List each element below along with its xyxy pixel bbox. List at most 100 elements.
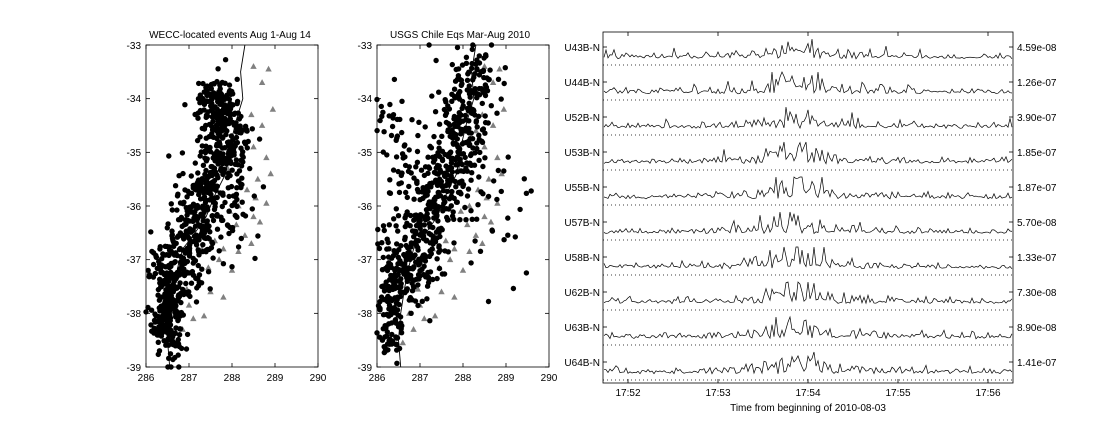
- event-dot: [157, 319, 163, 325]
- station-triangle: [431, 312, 439, 319]
- event-dot: [240, 149, 246, 155]
- station-triangle: [250, 213, 257, 220]
- event-dot: [442, 170, 448, 176]
- event-dot: [459, 98, 466, 105]
- event-dot: [214, 226, 221, 232]
- event-dot: [417, 268, 423, 274]
- event-dot: [214, 194, 220, 201]
- x-tick-label: 17:54: [795, 388, 820, 399]
- event-dot: [454, 199, 460, 205]
- event-dot: [487, 67, 493, 73]
- event-dot: [505, 154, 511, 160]
- event-dot: [485, 193, 492, 200]
- event-dot: [173, 314, 179, 320]
- event-dot: [398, 330, 405, 336]
- event-dot: [377, 117, 383, 124]
- event-dot: [169, 233, 175, 239]
- event-dot: [475, 202, 481, 208]
- event-dot: [457, 217, 463, 223]
- event-dot: [401, 251, 407, 258]
- event-dot: [174, 207, 180, 213]
- x-axis: 286 287 288 289 290: [369, 373, 558, 384]
- event-dot: [476, 132, 482, 138]
- event-dot: [164, 287, 170, 293]
- event-dot: [449, 98, 455, 105]
- station-triangle: [489, 122, 497, 128]
- event-dot: [207, 286, 213, 292]
- event-dot: [178, 345, 185, 352]
- event-dot: [216, 126, 222, 133]
- event-dot: [390, 167, 397, 173]
- event-dot: [468, 151, 475, 157]
- event-dot: [204, 113, 211, 119]
- event-dot: [192, 111, 198, 118]
- event-dot: [203, 143, 209, 149]
- event-dot: [451, 116, 457, 122]
- event-dot: [234, 100, 240, 107]
- event-dot: [448, 174, 454, 181]
- event-dot: [242, 123, 249, 129]
- event-dot: [407, 212, 414, 219]
- event-dot: [172, 183, 179, 189]
- event-dot: [172, 343, 179, 349]
- seismogram-trace: [603, 315, 1013, 340]
- event-dot: [382, 334, 388, 340]
- map-panel-wecc: WECC-located events Aug 1-Aug 14 286 287…: [127, 30, 327, 384]
- event-dot: [182, 102, 188, 108]
- event-dot: [432, 239, 439, 245]
- event-dot: [414, 148, 421, 155]
- event-dot: [425, 164, 432, 170]
- tick-marks: [376, 44, 550, 368]
- event-dot: [387, 177, 393, 183]
- event-dot: [474, 95, 480, 101]
- y-tick-label: -39: [358, 363, 373, 374]
- amplitude-scale-label: 1.87e-07: [1017, 183, 1057, 194]
- event-dot: [200, 80, 206, 87]
- seismogram-trace: [603, 351, 1013, 375]
- event-dot: [378, 103, 384, 110]
- station-triangle: [215, 256, 223, 263]
- event-dot: [457, 76, 463, 83]
- event-dot: [382, 348, 388, 355]
- event-dot: [463, 54, 470, 60]
- event-dot: [433, 170, 439, 177]
- station-triangle: [258, 79, 266, 85]
- event-dot: [240, 211, 246, 217]
- event-dot: [417, 273, 423, 279]
- event-dot: [424, 296, 430, 302]
- station-label: U63B-N: [564, 323, 600, 334]
- event-dot: [172, 306, 178, 312]
- event-dot: [458, 129, 465, 135]
- event-dot: [175, 336, 181, 343]
- event-dot: [392, 271, 398, 278]
- event-dot: [425, 188, 431, 194]
- station-triangle: [250, 63, 257, 69]
- event-dot: [447, 129, 453, 135]
- x-tick-label: 288: [224, 373, 241, 384]
- event-dot: [202, 199, 209, 206]
- event-dot: [462, 112, 469, 119]
- event-dot: [170, 356, 176, 363]
- event-dot: [226, 139, 232, 145]
- event-dot: [161, 315, 168, 321]
- event-dot: [456, 120, 462, 126]
- station-label: U62B-N: [564, 288, 600, 299]
- event-dot: [420, 195, 426, 201]
- event-dot: [378, 294, 385, 300]
- event-dot: [449, 61, 455, 68]
- event-dot: [439, 133, 445, 139]
- event-dot: [426, 199, 432, 205]
- event-dot: [381, 129, 387, 135]
- event-dot: [476, 174, 482, 180]
- event-dot: [168, 248, 174, 254]
- event-dot: [222, 57, 229, 63]
- event-dot: [211, 206, 218, 213]
- event-dot: [229, 167, 235, 173]
- event-dot: [463, 125, 469, 131]
- event-dot: [169, 299, 176, 305]
- event-dot: [206, 121, 213, 128]
- x-tick-label: 288: [455, 373, 472, 384]
- event-dot: [198, 280, 205, 286]
- event-dot: [175, 233, 182, 239]
- event-dot: [200, 242, 206, 248]
